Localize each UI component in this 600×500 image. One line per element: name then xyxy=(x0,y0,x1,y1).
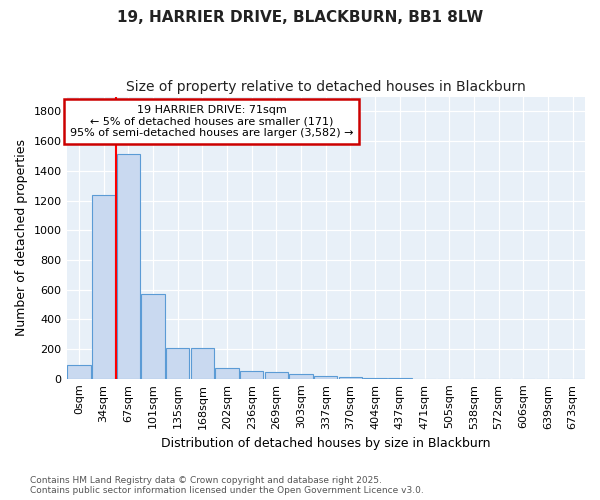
Title: Size of property relative to detached houses in Blackburn: Size of property relative to detached ho… xyxy=(126,80,526,94)
Bar xyxy=(314,376,337,379)
Bar xyxy=(191,348,214,379)
Bar xyxy=(265,372,288,379)
Text: 19 HARRIER DRIVE: 71sqm
← 5% of detached houses are smaller (171)
95% of semi-de: 19 HARRIER DRIVE: 71sqm ← 5% of detached… xyxy=(70,105,353,138)
Bar xyxy=(116,154,140,379)
Bar xyxy=(364,378,387,379)
Bar xyxy=(166,348,190,379)
Bar xyxy=(240,372,263,379)
Bar xyxy=(215,368,239,379)
Bar xyxy=(92,196,115,379)
Text: Contains HM Land Registry data © Crown copyright and database right 2025.
Contai: Contains HM Land Registry data © Crown c… xyxy=(30,476,424,495)
X-axis label: Distribution of detached houses by size in Blackburn: Distribution of detached houses by size … xyxy=(161,437,491,450)
Bar xyxy=(339,378,362,379)
Bar xyxy=(141,294,164,379)
Text: 19, HARRIER DRIVE, BLACKBURN, BB1 8LW: 19, HARRIER DRIVE, BLACKBURN, BB1 8LW xyxy=(117,10,483,25)
Bar xyxy=(67,364,91,379)
Bar xyxy=(289,374,313,379)
Y-axis label: Number of detached properties: Number of detached properties xyxy=(15,139,28,336)
